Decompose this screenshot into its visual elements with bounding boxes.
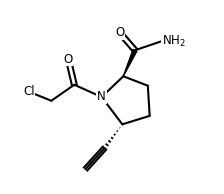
- Polygon shape: [123, 49, 137, 76]
- Text: O: O: [64, 53, 73, 66]
- Text: Cl: Cl: [23, 85, 35, 98]
- Text: N: N: [97, 90, 106, 104]
- Text: O: O: [115, 26, 125, 39]
- Text: NH$_2$: NH$_2$: [162, 34, 186, 49]
